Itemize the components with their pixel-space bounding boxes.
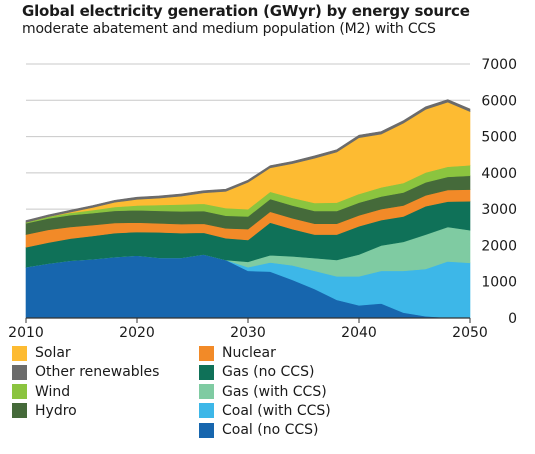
y-tick-label-1000: 1000 xyxy=(481,275,517,291)
x-tick-label-2010: 2010 xyxy=(8,325,44,341)
areas xyxy=(25,99,471,319)
area-other-renewables xyxy=(25,99,471,223)
y-axis: 0 1000 2000 3000 4000 5000 6000 7000 xyxy=(481,57,517,327)
x-tick-label-2040: 2040 xyxy=(341,325,377,341)
chart-title: Global electricity generation (GWyr) by … xyxy=(22,2,470,20)
x-tick-label-2020: 2020 xyxy=(119,325,155,341)
x-tick-label-2050: 2050 xyxy=(452,325,488,341)
y-tick-label-6000: 6000 xyxy=(481,93,517,109)
x-tick-label-2030: 2030 xyxy=(230,325,266,341)
y-tick-label-7000: 7000 xyxy=(481,57,517,73)
x-axis: 2010 2020 2030 2040 2050 xyxy=(8,318,488,341)
y-tick-label-2000: 2000 xyxy=(481,238,517,254)
y-tick-label-5000: 5000 xyxy=(481,130,517,146)
chart-subtitle: moderate abatement and medium population… xyxy=(22,21,436,37)
y-tick-label-4000: 4000 xyxy=(481,166,517,182)
y-tick-label-0: 0 xyxy=(508,311,517,327)
y-tick-label-3000: 3000 xyxy=(481,202,517,218)
